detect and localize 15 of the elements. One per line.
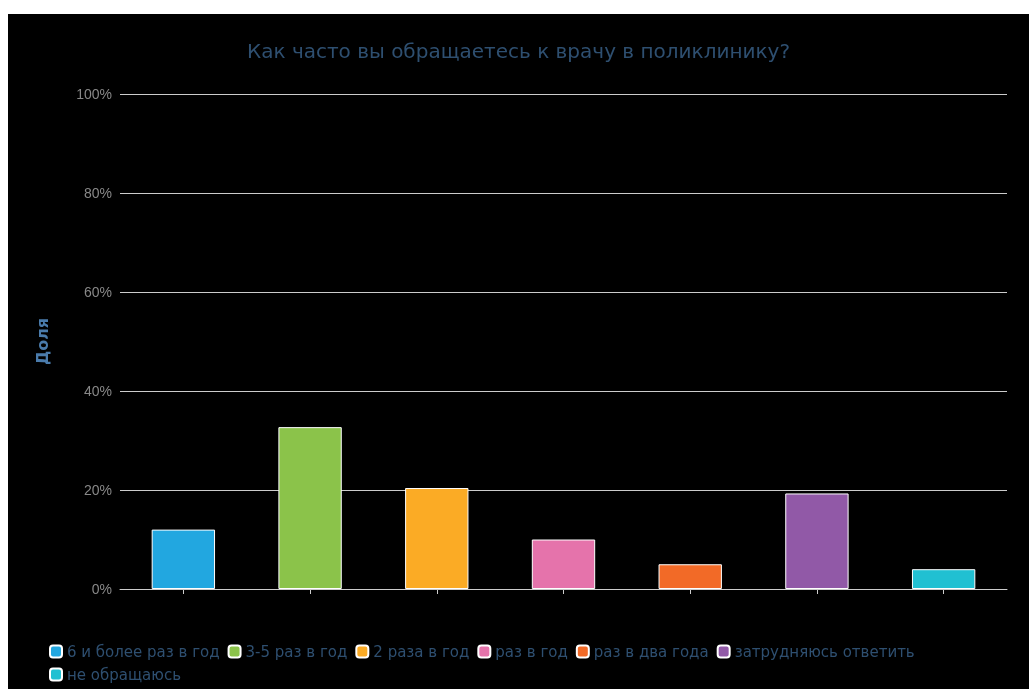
legend-label: 6 и более раз в год — [67, 642, 220, 661]
chart-title: Как часто вы обращаетесь к врачу в поликлинику? — [246, 39, 791, 63]
legend-label: раз в два года — [593, 642, 709, 661]
y-tick-label: 0% — [91, 581, 112, 597]
y-tick-label: 40% — [83, 383, 112, 399]
legend-label: не обращаюсь — [67, 665, 181, 684]
y-tick-label: 100% — [76, 86, 112, 102]
y-tick-label: 20% — [83, 482, 112, 498]
legend-label: 2 раза в год — [373, 642, 470, 661]
legend-label: раз в год — [495, 642, 568, 661]
y-tick-label: 60% — [83, 284, 112, 300]
y-axis-title: Доля — [32, 317, 52, 366]
legend-label: 3-5 раз в год — [245, 642, 348, 661]
legend-label: затрудняюсь ответить — [734, 642, 915, 661]
y-tick-label: 80% — [83, 185, 112, 201]
